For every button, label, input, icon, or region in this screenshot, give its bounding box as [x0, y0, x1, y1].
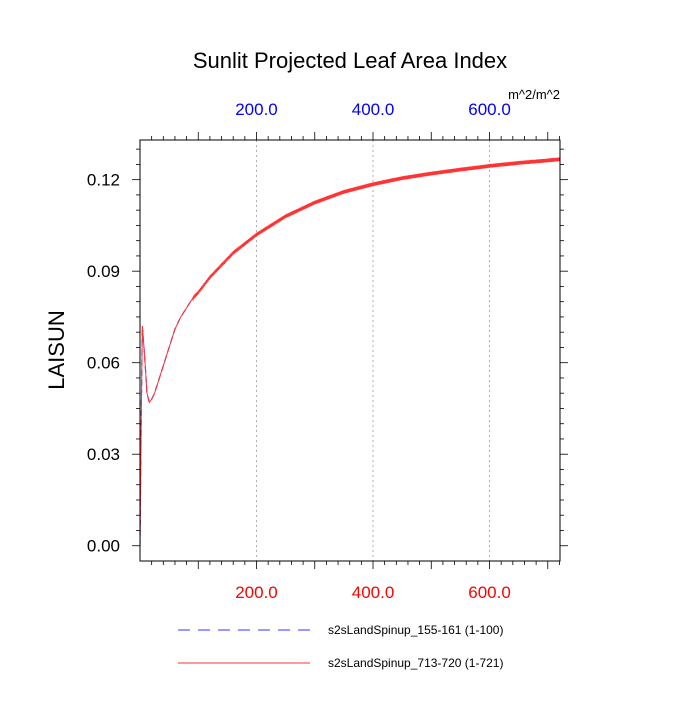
units-label: m^2/m^2	[508, 87, 560, 102]
axis-ticks	[132, 132, 568, 569]
x-tick-label-top: 400.0	[352, 100, 395, 119]
grid-lines	[256, 140, 490, 561]
tick-labels: 200.0 400.0 600.0 200.0 400.0 600.0 0.00 0.03 0.…	[87, 100, 511, 602]
legend-label-series-2: s2sLandSpinup_713-720 (1-721)	[328, 656, 503, 670]
y-tick-label: 0.12	[87, 171, 120, 190]
legend-label-series-1: s2sLandSpinup_155-161 (1-100)	[328, 623, 503, 637]
y-tick-label: 0.06	[87, 354, 120, 373]
series-layer	[140, 157, 560, 546]
series-line-2	[140, 157, 560, 546]
x-tick-label-bottom: 200.0	[235, 583, 278, 602]
x-tick-label-bottom: 400.0	[352, 583, 395, 602]
x-tick-label-top: 600.0	[468, 100, 511, 119]
x-tick-label-top: 200.0	[235, 100, 278, 119]
y-tick-label: 0.00	[87, 537, 120, 556]
plot-frame	[139, 139, 561, 562]
y-tick-label: 0.09	[87, 262, 120, 281]
legend: s2sLandSpinup_155-161 (1-100) s2sLandSpi…	[178, 623, 503, 670]
y-axis-label: LAISUN	[44, 310, 69, 389]
x-tick-label-bottom: 600.0	[468, 583, 511, 602]
chart-title: Sunlit Projected Leaf Area Index	[193, 48, 507, 73]
y-tick-label: 0.03	[87, 445, 120, 464]
